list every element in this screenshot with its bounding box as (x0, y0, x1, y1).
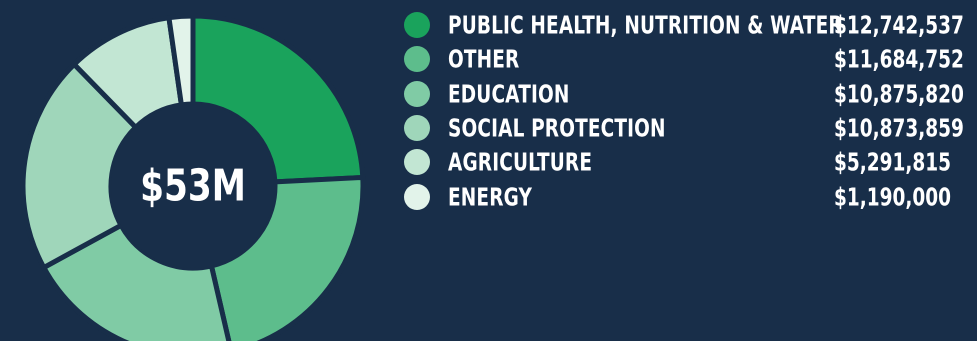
legend-item: ENERGY $1,190,000 (404, 179, 964, 213)
legend-label: PUBLIC HEALTH, NUTRITION & WATER (448, 10, 843, 40)
legend-value: $10,873,859 (834, 113, 964, 143)
legend-label: ENERGY (448, 182, 533, 212)
legend-swatch (404, 183, 430, 210)
legend-value: $1,190,000 (834, 182, 952, 212)
donut-chart: $53M (20, 13, 366, 341)
legend-label: AGRICULTURE (448, 147, 593, 177)
legend-value: $12,742,537 (834, 10, 964, 40)
total-label: $53M (140, 160, 246, 211)
legend-label: SOCIAL PROTECTION (448, 113, 666, 143)
legend-swatch (404, 80, 430, 107)
legend-value: $10,875,820 (834, 79, 964, 109)
legend-value: $5,291,815 (834, 147, 952, 177)
legend-item: SOCIAL PROTECTION $10,873,859 (404, 111, 964, 145)
legend-swatch (404, 12, 430, 39)
donut-center (111, 104, 275, 268)
legend-item: OTHER $11,684,752 (404, 42, 964, 76)
legend-item: AGRICULTURE $5,291,815 (404, 145, 964, 179)
legend-value: $11,684,752 (834, 44, 964, 74)
legend-swatch (404, 149, 430, 176)
legend: PUBLIC HEALTH, NUTRITION & WATER $12,742,… (404, 8, 964, 214)
legend-swatch (404, 46, 430, 73)
legend-label: OTHER (448, 44, 520, 74)
legend-swatch (404, 115, 430, 142)
legend-item: EDUCATION $10,875,820 (404, 77, 964, 111)
legend-label: EDUCATION (448, 79, 570, 109)
legend-item: PUBLIC HEALTH, NUTRITION & WATER $12,742,… (404, 8, 964, 42)
